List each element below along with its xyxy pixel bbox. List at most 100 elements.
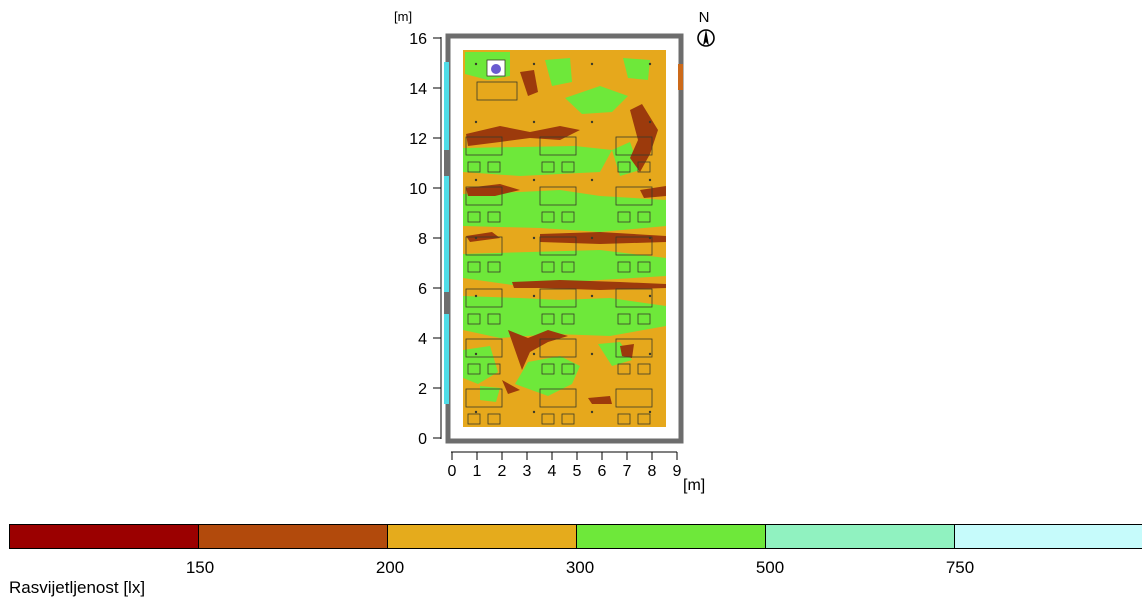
x-tick-label: 2 xyxy=(498,463,507,480)
chair xyxy=(617,363,631,375)
student-desk xyxy=(465,186,503,206)
chair xyxy=(467,211,481,223)
chair xyxy=(541,261,555,273)
student-desk xyxy=(539,136,577,156)
illuminance-floor-plan: [m] 16 14 12 10 8 6 4 2 0 0 1 2 3 4 5 6 … xyxy=(394,9,715,494)
legend-swatch xyxy=(198,524,388,549)
luminaire-marker xyxy=(648,410,652,414)
wall-pillar xyxy=(444,292,449,314)
luminaire-marker xyxy=(532,410,536,414)
luminaire-marker xyxy=(648,62,652,66)
y-tick-labels: 16 14 12 10 8 6 4 2 0 xyxy=(409,31,427,448)
chair xyxy=(637,161,651,173)
luminaire-marker xyxy=(532,294,536,298)
chair xyxy=(561,363,575,375)
luminaire-marker xyxy=(474,62,478,66)
luminaire-marker xyxy=(474,236,478,240)
luminaire-marker xyxy=(648,352,652,356)
chair xyxy=(487,161,501,173)
object-icon xyxy=(486,59,506,77)
student-desk xyxy=(615,288,653,308)
chair xyxy=(637,313,651,325)
chair xyxy=(541,413,555,425)
luminaire-marker xyxy=(590,62,594,66)
chair xyxy=(487,363,501,375)
legend-tick: 200 xyxy=(375,558,405,577)
chair xyxy=(541,211,555,223)
chair xyxy=(561,211,575,223)
illuminance-legend xyxy=(9,524,1142,551)
student-desk xyxy=(465,136,503,156)
x-tick-label: 1 xyxy=(473,463,482,480)
chair xyxy=(541,363,555,375)
luminaire-marker xyxy=(474,352,478,356)
luminaire-marker xyxy=(590,294,594,298)
north-label: N xyxy=(699,9,710,26)
chair xyxy=(637,261,651,273)
luminaire-marker xyxy=(532,62,536,66)
x-tick-label: 4 xyxy=(548,463,557,480)
y-tick-label: 10 xyxy=(409,181,427,198)
chair xyxy=(617,261,631,273)
student-desk xyxy=(465,338,503,358)
door-right xyxy=(678,64,683,90)
student-desk xyxy=(539,388,577,408)
window-left xyxy=(444,62,449,404)
chair xyxy=(561,161,575,173)
x-tick-label: 6 xyxy=(598,463,607,480)
legend-swatch xyxy=(387,524,577,549)
luminaire-marker xyxy=(532,236,536,240)
legend-tick: 300 xyxy=(565,558,595,577)
chair xyxy=(487,211,501,223)
chair xyxy=(617,313,631,325)
chair xyxy=(541,161,555,173)
teacher-desk xyxy=(476,81,518,101)
chair xyxy=(467,161,481,173)
chair xyxy=(637,363,651,375)
x-axis xyxy=(451,451,678,460)
x-tick-label: 5 xyxy=(573,463,582,480)
luminaire-marker xyxy=(474,410,478,414)
luminaire-marker xyxy=(590,120,594,124)
luminaire-marker xyxy=(648,294,652,298)
luminaire-marker xyxy=(474,178,478,182)
luminaire-marker xyxy=(648,178,652,182)
chair xyxy=(541,313,555,325)
chair xyxy=(617,413,631,425)
illuminance-zones-dark xyxy=(466,70,666,404)
luminaire-marker xyxy=(590,352,594,356)
chair xyxy=(617,211,631,223)
student-desk xyxy=(465,236,503,256)
luminaire-marker xyxy=(590,410,594,414)
chair xyxy=(561,413,575,425)
legend-swatch xyxy=(9,524,199,549)
luminaire-markers xyxy=(474,62,652,414)
y-tick-label: 4 xyxy=(418,331,427,348)
legend-swatch xyxy=(954,524,1142,549)
y-tick-label: 14 xyxy=(409,81,427,98)
y-tick-label: 8 xyxy=(418,231,427,248)
x-tick-label: 0 xyxy=(448,463,457,480)
student-desk xyxy=(615,388,653,408)
chair xyxy=(561,261,575,273)
legend-tick: 500 xyxy=(755,558,785,577)
chair xyxy=(487,261,501,273)
luminaire-marker xyxy=(532,120,536,124)
wall-pillar xyxy=(444,150,449,176)
student-desk xyxy=(615,186,653,206)
student-desk xyxy=(615,236,653,256)
legend-title: Rasvijetljenost [lx] xyxy=(9,578,146,597)
student-desk xyxy=(615,338,653,358)
luminaire-marker xyxy=(648,236,652,240)
chair xyxy=(561,313,575,325)
chair xyxy=(637,413,651,425)
student-desk xyxy=(615,136,653,156)
illuminance-zones-green xyxy=(463,52,666,402)
student-desk xyxy=(539,186,577,206)
y-axis xyxy=(433,37,442,439)
x-tick-label: 9 xyxy=(673,463,682,480)
chair xyxy=(487,413,501,425)
y-tick-label: 0 xyxy=(418,431,427,448)
student-desk xyxy=(539,236,577,256)
y-tick-label: 6 xyxy=(418,281,427,298)
